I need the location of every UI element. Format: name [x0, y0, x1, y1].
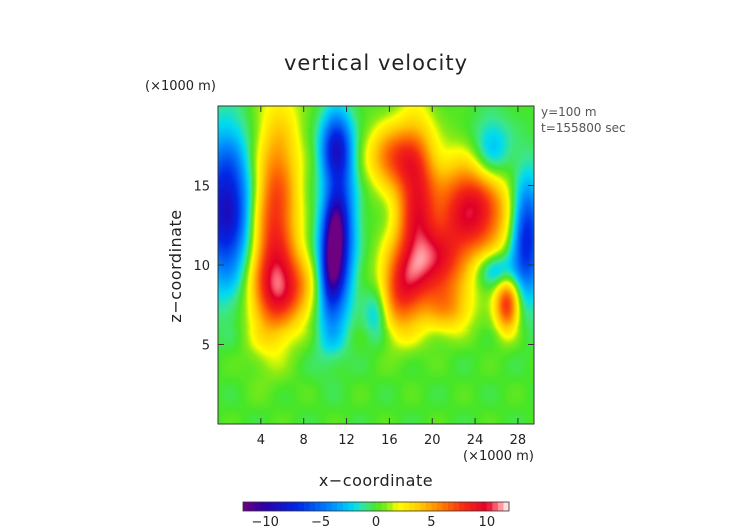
colorbar-segment [403, 502, 410, 511]
colorbar-segment [448, 502, 455, 511]
x-tick-label: 12 [338, 433, 355, 448]
colorbar-segment [470, 502, 477, 511]
colorbar-tick-label: −10 [251, 515, 278, 530]
colorbar-segment [376, 502, 383, 511]
colorbar-segment [309, 502, 316, 511]
x-tick-label: 8 [300, 433, 308, 448]
colorbar-segment [409, 502, 416, 511]
colorbar-segment [442, 502, 449, 511]
y-axis-ticks: 5 10 15 [193, 180, 534, 354]
colorbar-segment [492, 502, 499, 511]
colorbar-segment [486, 502, 493, 511]
colorbar-segment [337, 502, 344, 511]
colorbar-segment [248, 502, 255, 511]
info-line-t: t=155800 sec [541, 121, 626, 135]
colorbar-segment [436, 502, 444, 511]
info-line-y: y=100 m [541, 105, 597, 119]
colorbar-segment [370, 502, 377, 511]
x-tick-label: 16 [381, 433, 398, 448]
y-tick-label: 15 [193, 180, 210, 195]
colorbar-segment [359, 502, 366, 511]
colorbar-segment [453, 502, 460, 511]
colorbar-segment [298, 502, 305, 511]
colorbar-ticks: −10 −5 0 5 10 [251, 515, 495, 530]
colorbar-segment [481, 502, 488, 511]
colorbar-segment [353, 502, 360, 511]
chart-title: vertical velocity [284, 51, 468, 75]
colorbar-segment [303, 502, 311, 511]
colorbar-segment [387, 502, 394, 511]
x-tick-label: 28 [510, 433, 527, 448]
colorbar-segment [420, 502, 427, 511]
x-tick-label: 4 [257, 433, 265, 448]
colorbar-segment [270, 502, 277, 511]
x-tick-label: 24 [467, 433, 484, 448]
colorbar-tick-label: 10 [479, 515, 496, 530]
colorbar-segment [243, 502, 250, 511]
colorbar-segment [326, 502, 333, 511]
colorbar-segment [503, 502, 510, 511]
x-axis-ticks: 4 8 12 16 20 24 28 [257, 106, 526, 448]
colorbar-segment [265, 502, 272, 511]
y-tick-label: 10 [193, 259, 210, 274]
colorbar-segment [398, 502, 405, 511]
velocity-field-heatmap [218, 106, 534, 424]
colorbar-segment [259, 502, 266, 511]
colorbar-segment [342, 502, 349, 511]
colorbar-tick-label: −5 [311, 515, 330, 530]
colorbar-segment [281, 502, 288, 511]
x-unit-label: (×1000 m) [463, 449, 534, 464]
x-axis-label: x−coordinate [319, 471, 433, 490]
colorbar-segment [425, 502, 433, 511]
y-tick-label: 5 [202, 339, 210, 354]
colorbar-segment [287, 502, 294, 511]
colorbar-frame [242, 501, 510, 512]
colorbar-segment [331, 502, 338, 511]
x-tick-label: 20 [424, 433, 441, 448]
colorbar-tick-label: 5 [427, 515, 435, 530]
colorbar-segment [497, 502, 505, 511]
y-unit-label: (×1000 m) [145, 79, 216, 94]
y-axis-label: z−coordinate [166, 209, 185, 322]
colorbar [243, 502, 510, 511]
plot-frame [217, 105, 535, 425]
colorbar-segment [464, 502, 471, 511]
colorbar-segment [475, 502, 482, 511]
colorbar-segment [381, 502, 388, 511]
colorbar-segment [392, 502, 399, 511]
colorbar-segment [364, 502, 372, 511]
colorbar-segment [292, 502, 300, 511]
colorbar-segment [431, 502, 438, 511]
colorbar-segment [276, 502, 283, 511]
colorbar-segment [459, 502, 466, 511]
colorbar-segment [320, 502, 327, 511]
colorbar-segment [414, 502, 421, 511]
colorbar-segment [348, 502, 355, 511]
colorbar-tick-label: 0 [372, 515, 380, 530]
colorbar-segment [254, 502, 261, 511]
colorbar-segment [315, 502, 322, 511]
